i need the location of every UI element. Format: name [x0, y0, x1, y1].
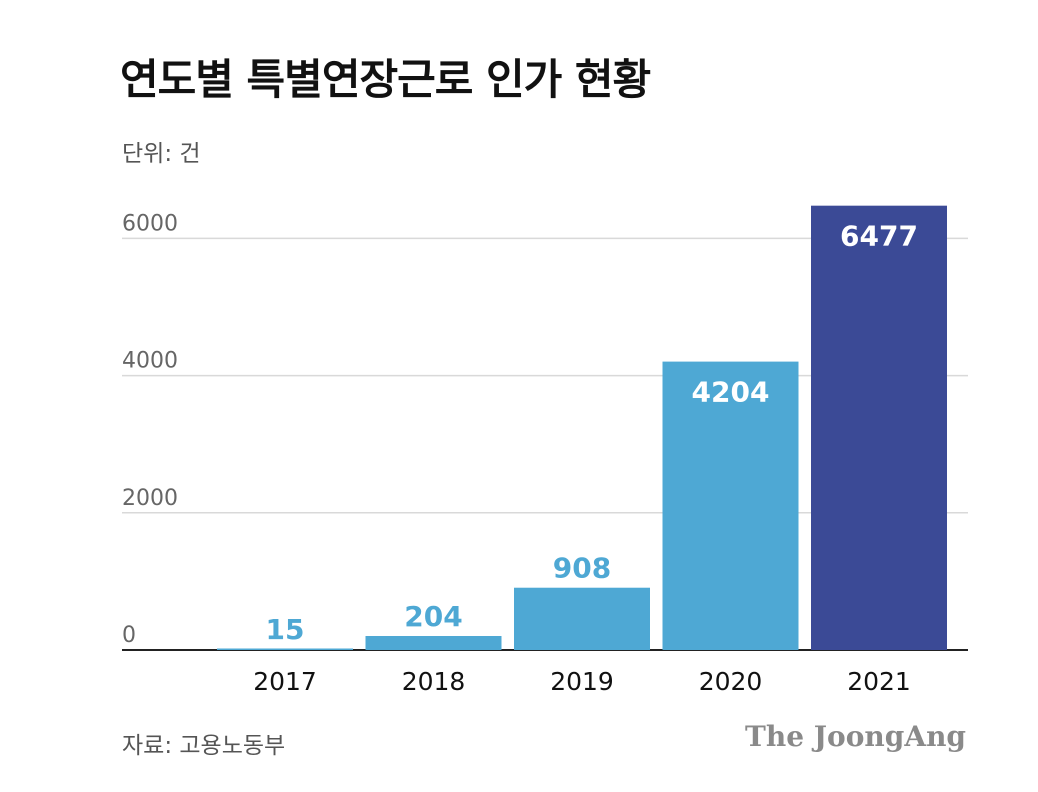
x-tick-label-2019: 2019	[550, 667, 614, 696]
chart-title: 연도별 특별연장근로 인가 현황	[120, 55, 651, 104]
unit-label: 단위: 건	[122, 141, 201, 167]
y-tick-label: 4000	[122, 349, 178, 374]
bar-2019	[514, 587, 650, 650]
y-tick-label: 0	[122, 623, 136, 648]
bar-2020	[662, 361, 799, 650]
bars	[217, 205, 947, 650]
value-label-2018: 204	[404, 600, 462, 633]
source-note: 자료: 고용노동부	[122, 733, 286, 759]
value-label-2019: 908	[553, 552, 611, 585]
y-tick-label: 2000	[122, 486, 178, 511]
value-label-2021: 6477	[840, 220, 918, 253]
bar-2018	[365, 636, 502, 650]
x-tick-label-2021: 2021	[847, 667, 911, 696]
brand-logo: The JoongAng	[745, 720, 966, 753]
x-tick-label-2018: 2018	[402, 667, 466, 696]
labels: 0 2000 4000 6000 15 2017 204 2018 908 2019 4204 202…	[122, 211, 918, 696]
x-tick-label-2020: 2020	[699, 667, 763, 696]
y-tick-label: 6000	[122, 211, 178, 236]
bar-2021	[811, 205, 947, 650]
value-label-2017: 15	[266, 613, 305, 646]
x-tick-label-2017: 2017	[253, 667, 317, 696]
value-label-2020: 4204	[692, 376, 770, 409]
bar-2017	[217, 648, 353, 650]
